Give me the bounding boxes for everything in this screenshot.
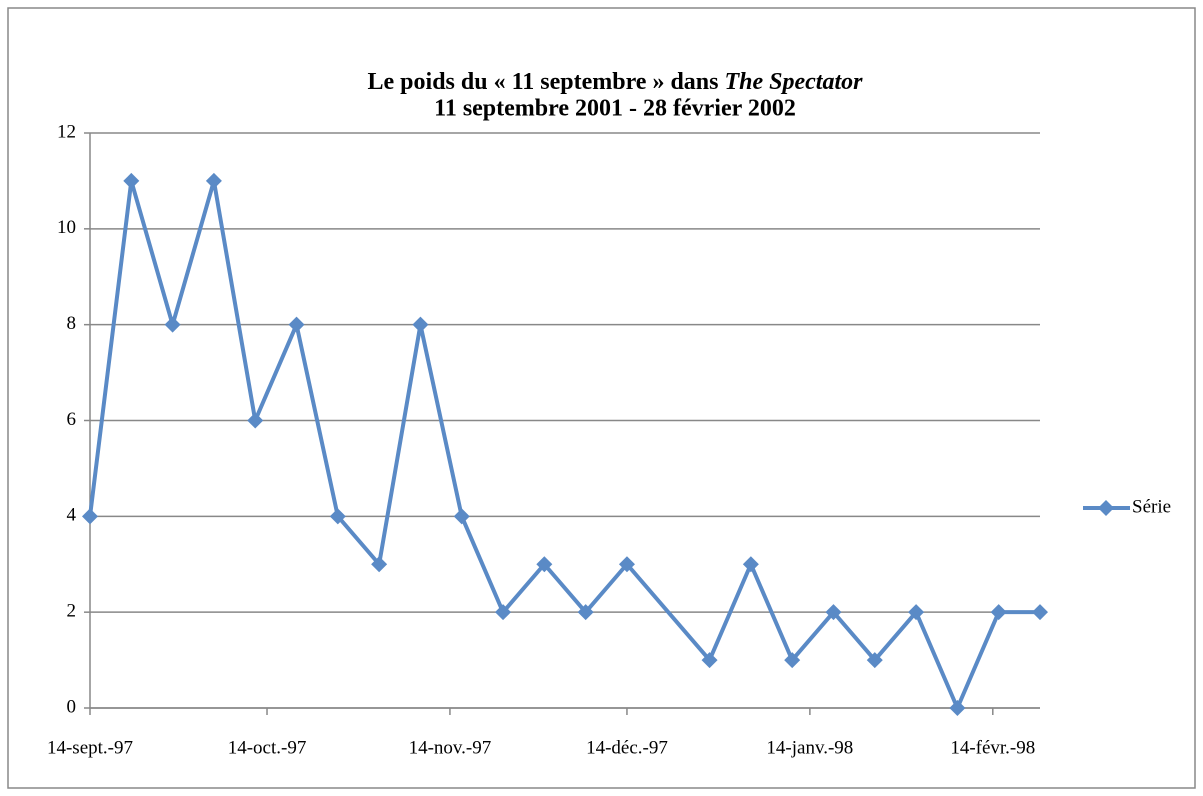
point-marker [742,556,759,573]
y-tick-label: 10 [57,217,76,238]
point-marker [495,604,512,621]
y-tick-label: 12 [57,121,76,142]
point-marker [205,172,222,189]
point-marker [825,604,842,621]
point-marker [701,652,718,669]
x-tick-label: 14-nov.-97 [409,737,492,758]
point-marker [908,604,925,621]
x-tick-label: 14-févr.-98 [950,737,1035,758]
point-marker [866,652,883,669]
point-marker [1032,604,1048,621]
x-tick-label: 14-déc.-97 [586,737,668,758]
point-marker [453,508,470,525]
point-marker [247,412,264,429]
x-tick-label: 14-sept.-97 [47,737,133,758]
point-marker [577,604,594,621]
point-marker [412,316,429,333]
point-marker [82,508,98,525]
point-marker [784,652,801,669]
y-tick-label: 6 [67,409,77,430]
chart-subtitle: 11 septembre 2001 - 28 février 2002 [434,96,796,122]
y-tick-label: 4 [67,505,77,526]
y-tick-label: 2 [67,601,77,622]
point-marker [949,700,966,716]
point-marker [288,316,305,333]
legend-label: Série [1132,496,1171,517]
point-marker [536,556,553,573]
chart-title-emphasis: The Spectator [724,69,863,95]
point-marker [123,172,140,189]
x-tick-label: 14-oct.-97 [228,737,307,758]
point-marker [329,508,346,525]
point-marker [371,556,388,573]
legend-marker [1098,500,1114,516]
point-marker [164,316,181,333]
x-tick-label: 14-janv.-98 [766,737,853,758]
point-marker [618,556,635,573]
y-tick-label: 0 [67,696,77,717]
chart-title: Le poids du « 11 septembre » dans [368,69,719,95]
point-marker [990,604,1007,621]
chart-title-line: Le poids du « 11 septembre » dans The Sp… [368,69,864,95]
y-tick-label: 8 [67,313,77,334]
chart-border [7,7,1196,789]
